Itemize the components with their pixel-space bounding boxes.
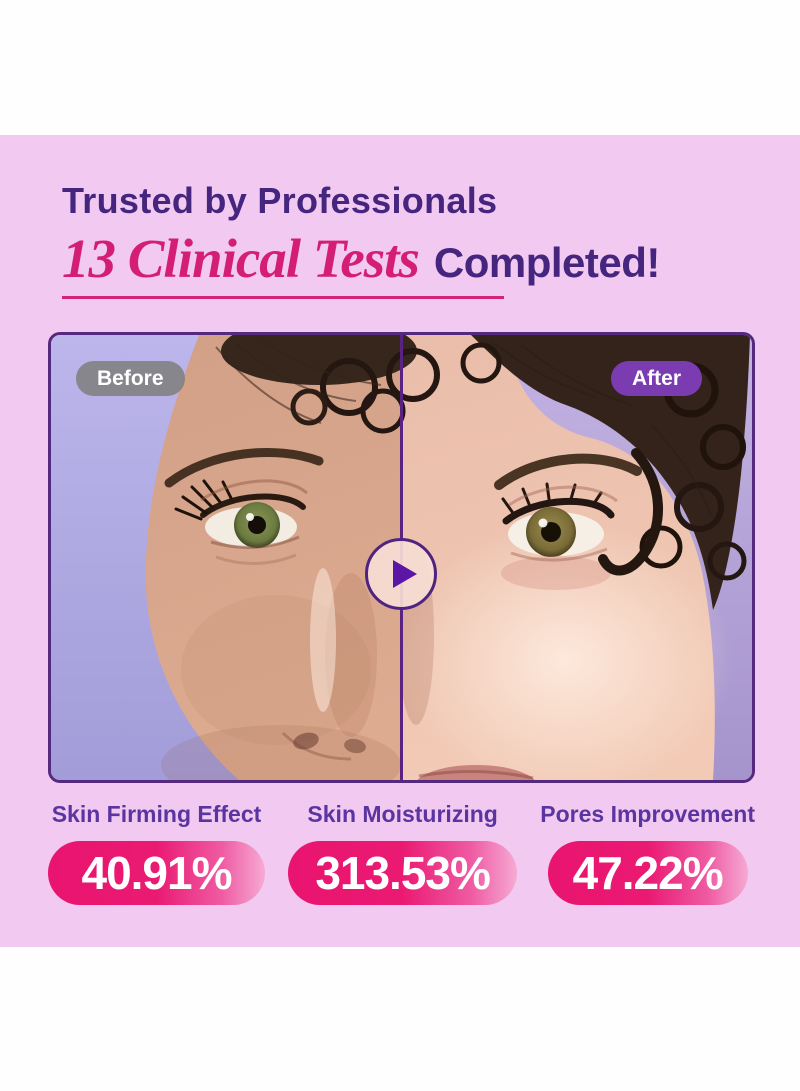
headline-highlight: 13 Clinical Tests — [62, 227, 420, 289]
pink-panel: Trusted by Professionals 13 Clinical Tes… — [0, 135, 800, 947]
after-badge: After — [610, 361, 702, 397]
headline-clinical: 13 Clinical Tests Completed! — [62, 231, 660, 287]
headline-underline — [62, 295, 504, 299]
headline-trusted: Trusted by Professionals — [62, 180, 498, 221]
stat-value-pill: 40.91% — [48, 841, 265, 905]
stat-label: Skin Firming Effect — [51, 801, 262, 827]
stat-value-pill: 313.53% — [288, 841, 518, 905]
stat-skin-firming: Skin Firming Effect 40.91% — [48, 801, 265, 905]
stat-skin-moisturizing: Skin Moisturizing 313.53% — [288, 801, 518, 905]
before-badge: Before — [76, 361, 185, 397]
play-icon — [392, 560, 417, 588]
before-after-photo: Before After — [48, 332, 755, 783]
play-button[interactable] — [365, 538, 437, 610]
header-block: Trusted by Professionals 13 Clinical Tes… — [62, 181, 660, 299]
stat-value: 40.91% — [81, 847, 232, 899]
stat-label: Pores Improvement — [540, 801, 755, 827]
stat-value-pill: 47.22% — [547, 841, 748, 905]
stat-value: 47.22% — [572, 847, 724, 899]
stat-pores-improvement: Pores Improvement 47.22% — [540, 801, 755, 905]
stat-label: Skin Moisturizing — [307, 801, 498, 827]
face-photo-illustration — [51, 335, 752, 780]
stats-row: Skin Firming Effect 40.91% Skin Moisturi… — [48, 801, 755, 905]
stat-value: 313.53% — [315, 847, 491, 899]
headline-suffix: Completed! — [433, 238, 661, 286]
